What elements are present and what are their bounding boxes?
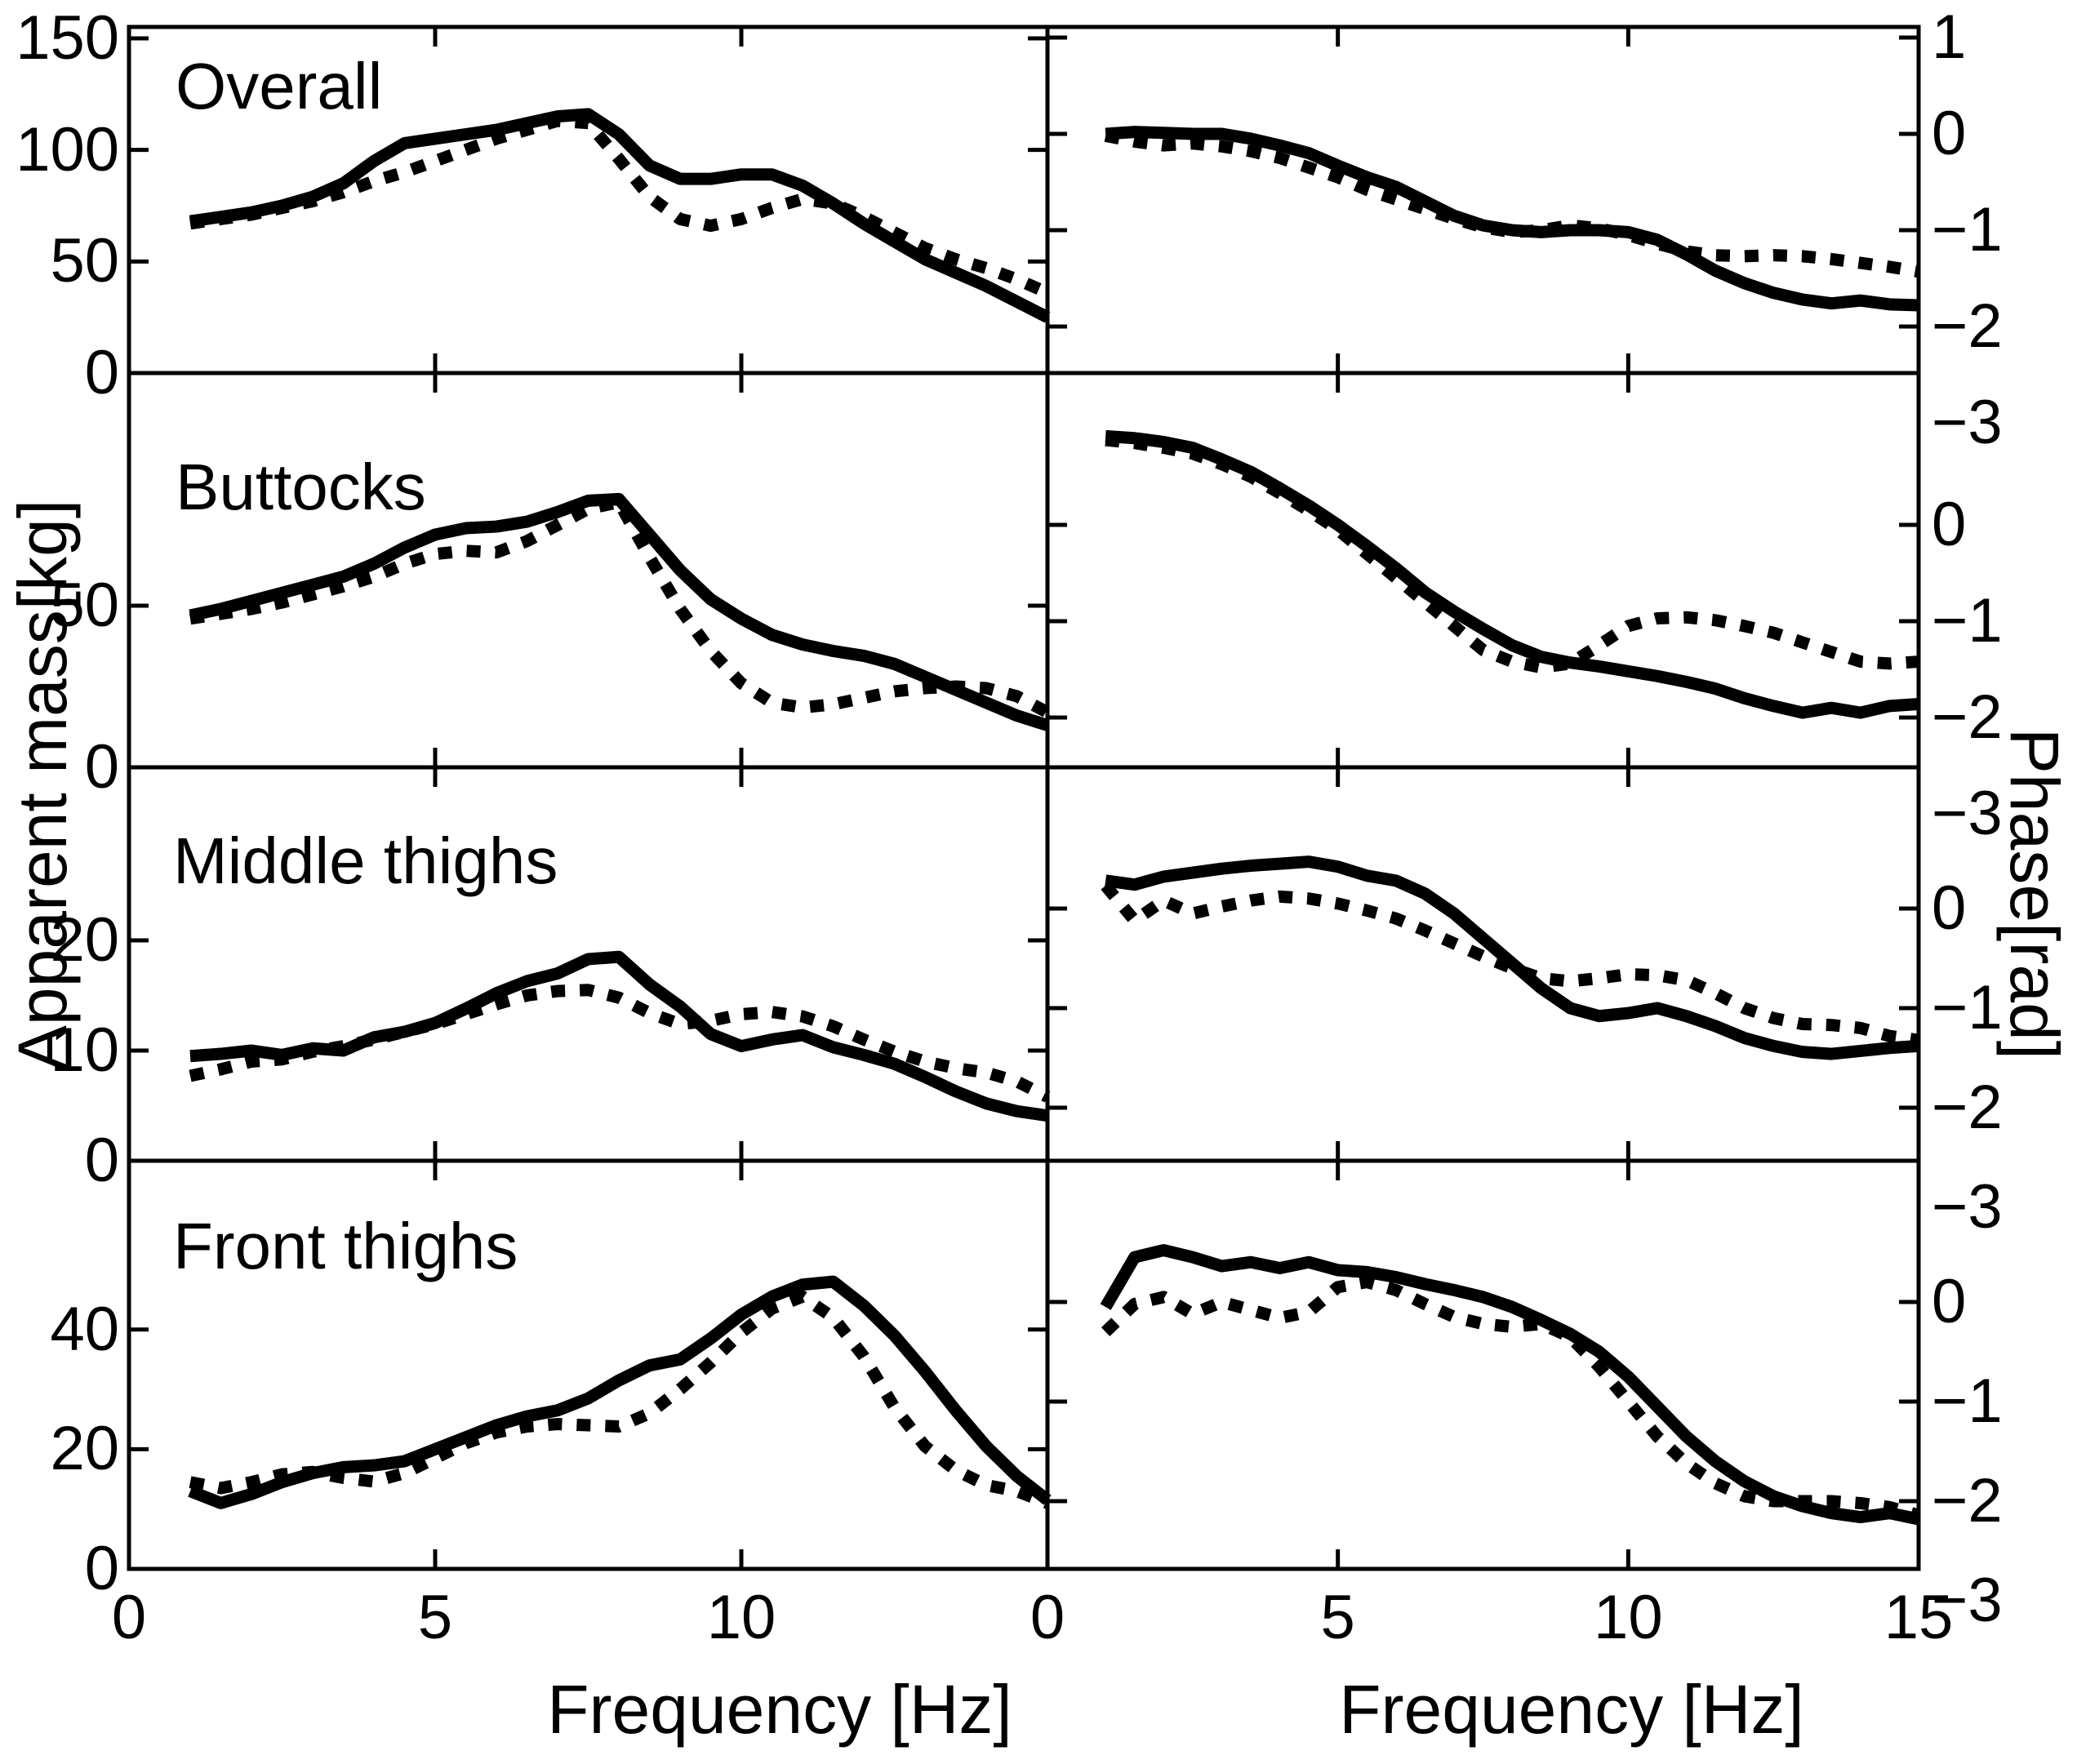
- series-line-solid-middle-thighs-am: [189, 950, 1049, 1122]
- y-tick-label-mass: 150: [16, 2, 119, 73]
- series-line-dotted-front-thighs-phase: [1101, 1276, 1920, 1522]
- y-tick-label-phase: −1: [1932, 194, 2003, 264]
- x-tick-label: 5: [417, 1583, 453, 1652]
- y-tick-label-phase: −2: [1932, 1466, 2003, 1536]
- y-tick-label-mass: 0: [84, 732, 119, 802]
- x-tick-label: 5: [1320, 1583, 1355, 1652]
- y-tick-label-mass: 0: [84, 1126, 119, 1195]
- y-tick-label-phase: 0: [1932, 873, 1967, 943]
- y-tick-label-mass: 0: [84, 338, 119, 407]
- y-tick-label-mass: 50: [50, 571, 119, 641]
- y-tick-label-mass: 40: [50, 1294, 119, 1364]
- series-line-dotted-front-thighs-am: [189, 1290, 1050, 1509]
- y-tick-label-phase: 0: [1932, 98, 1967, 168]
- series-line-solid-overall-am: [189, 108, 1051, 323]
- panel-overall-phase: [1045, 24, 1921, 375]
- y-tick-label-phase: 0: [1932, 1267, 1967, 1336]
- series-line-solid-overall-phase: [1105, 126, 1919, 312]
- series-line-dotted-middle-thighs-am: [189, 984, 1051, 1103]
- x-tick-label: 0: [1030, 1583, 1065, 1652]
- y-tick-label-mass: 0: [84, 1534, 119, 1603]
- y-tick-label-phase: 1: [1932, 2, 1967, 72]
- y-tick-label-mass: 20: [50, 1414, 119, 1484]
- y-tick-label-phase: −1: [1932, 585, 2003, 655]
- x-tick-label: 15: [1884, 1583, 1954, 1652]
- series-line-dotted-middle-thighs-phase: [1101, 882, 1920, 1046]
- y-tick-label-phase: −2: [1932, 682, 2003, 752]
- x-tick-label: 10: [1594, 1583, 1663, 1652]
- y-tick-label-phase: −2: [1932, 291, 2003, 361]
- y-tick-label-phase: 0: [1932, 489, 1967, 559]
- y-tick-label-phase: −3: [1932, 388, 2003, 457]
- panel-front-thighs-phase: [1045, 1158, 1921, 1571]
- y-tick-label-phase: −1: [1932, 972, 2003, 1042]
- panel-title-overall: Overall: [176, 50, 383, 122]
- y-tick-label-phase: −3: [1932, 1171, 2003, 1242]
- y-tick-label-phase: −1: [1932, 1366, 2003, 1437]
- y-tick-label-mass: 10: [50, 1015, 119, 1085]
- series-line-dotted-buttocks-phase: [1105, 433, 1919, 674]
- panel-buttocks-am: [127, 371, 1050, 770]
- series-line-solid-front-thighs-phase: [1100, 1244, 1920, 1526]
- x-tick-label: 0: [111, 1583, 147, 1652]
- y-axis-title-left: Apparent mass[kg]: [4, 499, 81, 1072]
- series-line-dotted-overall-am: [189, 114, 1051, 299]
- series-line-solid-buttocks-phase: [1105, 429, 1919, 719]
- y-tick-label-phase: −3: [1932, 778, 2003, 848]
- y-tick-label-phase: −3: [1932, 1566, 2003, 1636]
- panel-title-buttocks: Buttocks: [176, 451, 426, 523]
- series-line-solid-buttocks-am: [189, 492, 1050, 731]
- series-line-dotted-buttocks-am: [189, 495, 1051, 718]
- series-line-solid-front-thighs-am: [188, 1275, 1052, 1509]
- y-tick-label-mass: 100: [16, 114, 119, 184]
- panel-title-middle-thighs: Middle thighs: [173, 824, 558, 897]
- y-tick-label-mass: 20: [50, 904, 119, 975]
- y-axis-title-right: Phase[rad]: [1996, 727, 2073, 1060]
- panel-title-front-thighs: Front thighs: [173, 1210, 518, 1282]
- series-line-dotted-overall-phase: [1104, 129, 1920, 278]
- x-axis-title-right: Frequency [Hz]: [1339, 1671, 1804, 1748]
- x-tick-label: 10: [706, 1583, 776, 1652]
- x-axis-title-left: Frequency [Hz]: [547, 1671, 1012, 1748]
- y-tick-label-phase: −2: [1932, 1072, 2003, 1142]
- y-tick-label-mass: 50: [50, 226, 119, 296]
- series-line-solid-middle-thighs-phase: [1105, 855, 1919, 1060]
- panel-middle-thighs-phase: [1045, 765, 1921, 1163]
